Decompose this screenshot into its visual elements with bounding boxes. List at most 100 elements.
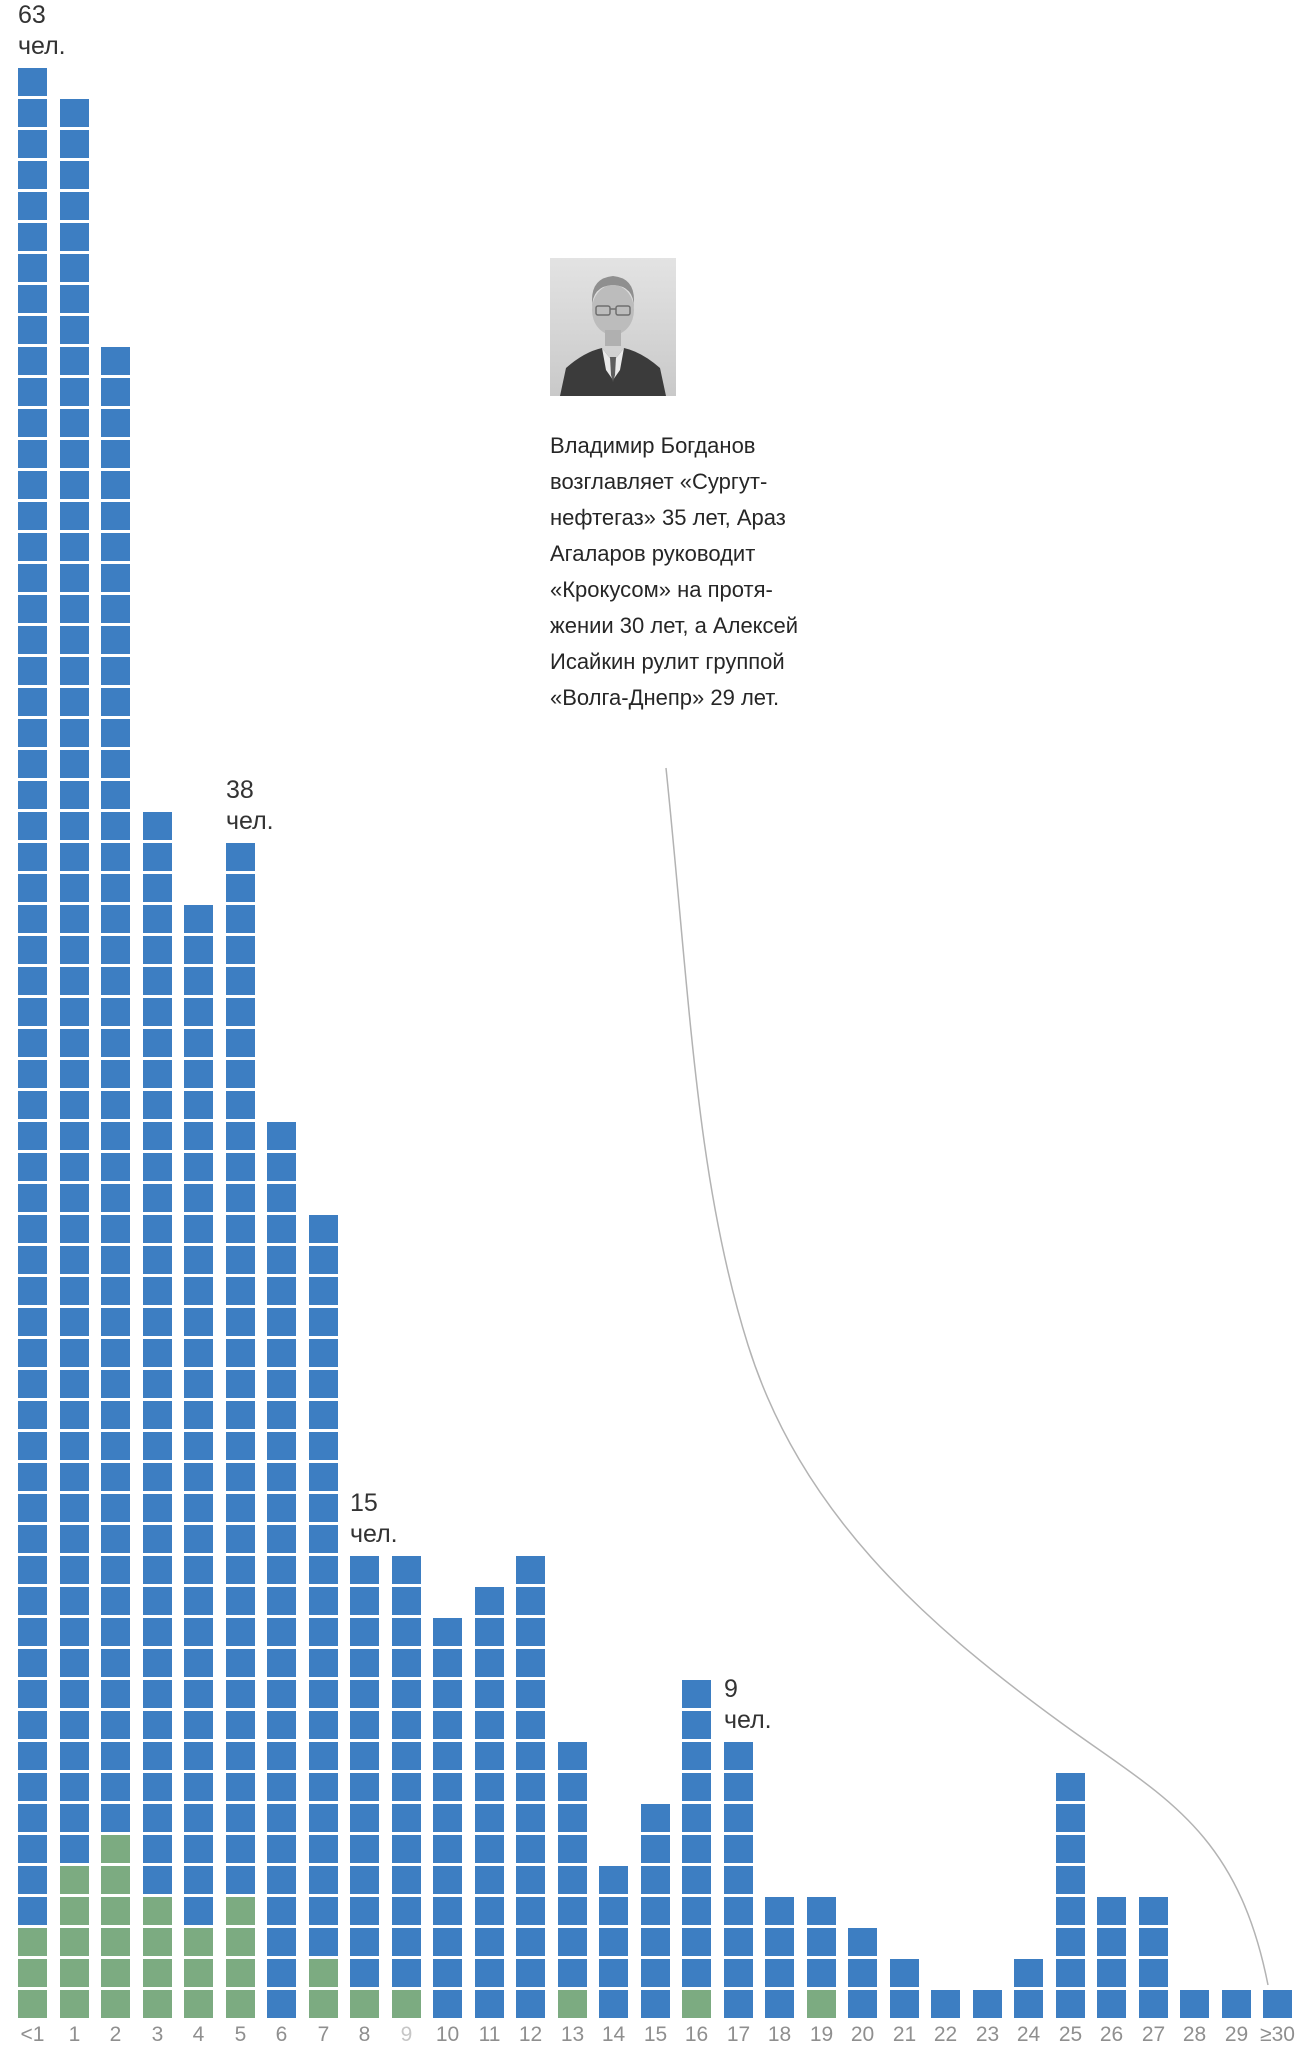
unit-square-blue [226,1742,255,1770]
unit-square-blue [184,1153,213,1181]
unit-square-blue [475,1742,504,1770]
x-axis-label: 13 [560,2023,585,2046]
unit-square-green [309,1990,338,2018]
unit-square-blue [60,130,89,158]
unit-square-blue [309,1401,338,1429]
unit-square-blue [18,192,47,220]
unit-square-blue [101,533,130,561]
unit-square-blue [60,936,89,964]
unit-square-blue [1056,1866,1085,1894]
bar-column [1056,0,1085,2018]
unit-square-blue [60,1835,89,1863]
bar-column [848,0,877,2018]
unit-square-blue [641,1804,670,1832]
unit-square-blue [724,1897,753,1925]
unit-square-green [60,1928,89,1956]
unit-square-blue [724,1773,753,1801]
bar-column [973,0,1002,2018]
caption-line: Владимир Богданов [550,433,756,458]
unit-square-blue [18,471,47,499]
unit-square-green [226,1928,255,1956]
bar-column [558,0,587,2018]
unit-square-blue [682,1959,711,1987]
unit-square-blue [18,1680,47,1708]
unit-square-blue [226,1866,255,1894]
unit-square-blue [143,1060,172,1088]
unit-square-green [101,1959,130,1987]
unit-square-blue [309,1277,338,1305]
unit-square-blue [309,1370,338,1398]
unit-square-blue [599,1928,628,1956]
unit-square-blue [101,1773,130,1801]
unit-square-blue [18,1835,47,1863]
unit-square-blue [599,1897,628,1925]
unit-square-blue [184,1897,213,1925]
unit-square-blue [18,1339,47,1367]
unit-square-blue [143,1618,172,1646]
unit-square-blue [724,1742,753,1770]
unit-square-blue [433,1742,462,1770]
unit-square-blue [101,626,130,654]
unit-square-blue [60,1339,89,1367]
unit-square-blue [60,99,89,127]
unit-square-blue [226,1556,255,1584]
unit-square-blue [60,1246,89,1274]
unit-square-blue [516,1711,545,1739]
unit-square-blue [433,1711,462,1739]
unit-square-blue [143,967,172,995]
unit-square-blue [682,1866,711,1894]
unit-square-blue [184,1649,213,1677]
unit-square-blue [101,1494,130,1522]
bar-column [1139,0,1168,2018]
unit-square-blue [392,1835,421,1863]
unit-square-blue [143,1432,172,1460]
unit-square-blue [184,1835,213,1863]
annotation-value: 38 [226,776,254,804]
unit-square-blue [60,1370,89,1398]
x-axis-label: 18 [767,2023,792,2046]
portrait-photo-image [550,258,676,396]
unit-square-blue [558,1773,587,1801]
unit-square-blue [682,1742,711,1770]
unit-square-blue [143,1246,172,1274]
unit-square-blue [392,1618,421,1646]
annotation-unit: чел. [724,1706,772,1734]
unit-square-blue [101,750,130,778]
unit-square-blue [516,1866,545,1894]
unit-square-blue [18,967,47,995]
unit-square-blue [516,1556,545,1584]
unit-square-blue [18,1122,47,1150]
unit-square-blue [101,1680,130,1708]
bar-column [226,0,255,2018]
unit-square-blue [641,1959,670,1987]
unit-square-blue [101,719,130,747]
unit-square-blue [101,688,130,716]
unit-square-blue [60,223,89,251]
unit-square-blue [724,1928,753,1956]
x-axis-label: 29 [1224,2023,1249,2046]
unit-square-green [350,1990,379,2018]
unit-square-blue [60,316,89,344]
unit-square-blue [724,1835,753,1863]
unit-square-blue [18,1432,47,1460]
unit-square-blue [60,533,89,561]
unit-square-blue [516,1742,545,1770]
unit-square-blue [143,1029,172,1057]
unit-square-blue [60,750,89,778]
unit-square-blue [18,595,47,623]
unit-square-blue [101,1463,130,1491]
unit-square-green [226,1959,255,1987]
x-axis-label: 22 [933,2023,958,2046]
unit-square-blue [101,812,130,840]
unit-square-blue [143,1308,172,1336]
unit-square-blue [641,1835,670,1863]
unit-square-green [60,1897,89,1925]
unit-square-blue [143,1277,172,1305]
unit-square-blue [1139,1959,1168,1987]
unit-square-blue [60,1463,89,1491]
unit-square-blue [101,1804,130,1832]
bar-column [599,0,628,2018]
x-axis-label: 5 [234,2023,247,2046]
unit-square-blue [350,1959,379,1987]
unit-square-blue [682,1773,711,1801]
